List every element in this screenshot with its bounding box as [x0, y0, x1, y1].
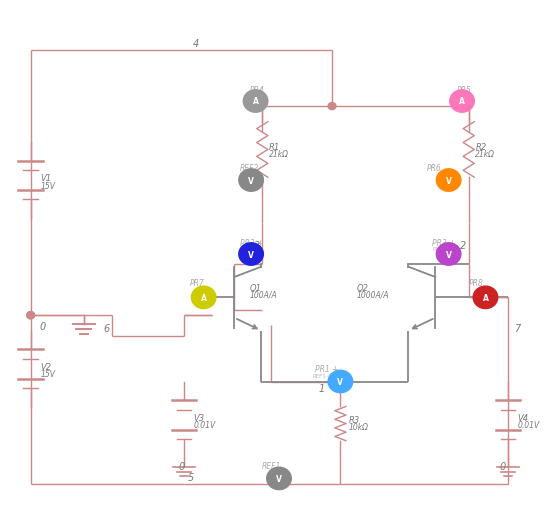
- Text: PR3 +: PR3 +: [432, 238, 456, 247]
- Text: V2: V2: [40, 362, 51, 371]
- Text: A: A: [459, 97, 465, 106]
- Text: R3: R3: [349, 415, 360, 425]
- Text: 4: 4: [193, 39, 199, 49]
- Text: 10kΩ: 10kΩ: [349, 422, 369, 431]
- Text: 0.01V: 0.01V: [517, 420, 540, 430]
- Text: REF1-: REF1-: [432, 246, 448, 251]
- Text: A: A: [253, 97, 258, 106]
- Text: 100A/A: 100A/A: [250, 290, 278, 299]
- Text: V4: V4: [517, 413, 528, 422]
- Circle shape: [239, 169, 263, 192]
- Text: PR6: PR6: [426, 163, 441, 173]
- Text: Q1: Q1: [250, 283, 262, 292]
- Text: 1000A/A: 1000A/A: [357, 290, 389, 299]
- Text: V: V: [446, 250, 451, 259]
- Circle shape: [243, 91, 268, 113]
- Text: V3: V3: [194, 413, 205, 422]
- Text: REF2: REF2: [240, 163, 259, 173]
- Circle shape: [473, 287, 498, 309]
- Text: PR1 +: PR1 +: [315, 364, 339, 374]
- Text: PR8: PR8: [469, 278, 483, 287]
- Circle shape: [191, 287, 216, 309]
- Text: REF1-: REF1-: [312, 374, 328, 379]
- Text: V: V: [446, 176, 451, 185]
- Text: 0: 0: [39, 322, 45, 332]
- Circle shape: [239, 243, 263, 266]
- Text: 15V: 15V: [40, 370, 55, 379]
- Text: 0: 0: [499, 461, 506, 471]
- Text: A: A: [201, 293, 206, 302]
- Text: 2: 2: [460, 240, 466, 250]
- Circle shape: [328, 103, 336, 110]
- Text: 1: 1: [318, 383, 324, 393]
- Text: REF3-: REF3-: [240, 172, 256, 177]
- Text: PR4: PR4: [250, 86, 264, 95]
- Circle shape: [27, 312, 35, 319]
- Text: 0: 0: [179, 461, 185, 471]
- Text: R2: R2: [475, 143, 487, 152]
- Text: R1: R1: [269, 143, 280, 152]
- Text: V: V: [338, 377, 343, 386]
- Circle shape: [436, 243, 461, 266]
- Text: PR5: PR5: [456, 86, 471, 95]
- Text: 21kΩ: 21kΩ: [475, 150, 496, 159]
- Text: REF1: REF1: [262, 461, 282, 470]
- Text: REF1-: REF1-: [240, 246, 256, 251]
- Text: PR7: PR7: [190, 278, 204, 287]
- Circle shape: [450, 91, 474, 113]
- Text: V: V: [276, 474, 282, 483]
- Text: V1: V1: [40, 174, 51, 183]
- Text: 21kΩ: 21kΩ: [269, 150, 289, 159]
- Text: 3: 3: [254, 240, 260, 250]
- Text: 7: 7: [514, 323, 521, 333]
- Circle shape: [27, 312, 35, 319]
- Text: V: V: [248, 250, 254, 259]
- Text: 5: 5: [188, 472, 194, 483]
- Circle shape: [267, 467, 291, 490]
- Circle shape: [328, 371, 353, 393]
- Text: 0.01V: 0.01V: [194, 420, 216, 430]
- Text: A: A: [483, 293, 488, 302]
- Text: 15V: 15V: [40, 181, 55, 190]
- Text: V: V: [248, 176, 254, 185]
- Text: 6: 6: [103, 323, 109, 333]
- Circle shape: [336, 378, 344, 385]
- Text: PR2 +: PR2 +: [240, 238, 263, 247]
- Text: Q2: Q2: [357, 283, 369, 292]
- Circle shape: [436, 169, 461, 192]
